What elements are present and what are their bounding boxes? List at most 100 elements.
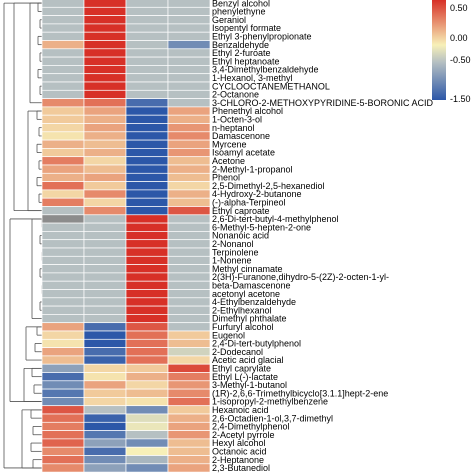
heatmap-cell — [167, 322, 211, 332]
heatmap-cell — [83, 189, 127, 199]
heatmap-cell — [167, 314, 211, 324]
heatmap-cell — [167, 56, 211, 66]
heatmap-cell — [125, 56, 169, 66]
heatmap-cell — [167, 222, 211, 232]
row-label: 1-Hexanol, 3-methyl — [212, 73, 293, 83]
row-label: Ethyl caproate — [212, 206, 270, 216]
heatmap-cell — [41, 81, 85, 91]
row-label: Hexyl alcohol — [212, 438, 266, 448]
row-label: 4-Hydroxy-2-butanone — [212, 189, 302, 199]
heatmap-cell — [83, 65, 127, 75]
heatmap-cell — [125, 23, 169, 33]
heatmap-cell — [41, 347, 85, 357]
heatmap-cell — [83, 272, 127, 282]
row-label: Acetic acid glacial — [212, 355, 284, 365]
heatmap-cell — [41, 430, 85, 440]
color-scale-ticks: 0.50 0.00 -0.50 -1.50 — [450, 3, 471, 104]
heatmap-cell — [41, 98, 85, 108]
row-label: (1R)-2,6,6-Trimethylbicyclo[3.1.1]hept-2… — [212, 388, 388, 398]
heatmap-cell — [167, 148, 211, 158]
row-label: acetonyl acetone — [212, 289, 280, 299]
heatmap-cell — [167, 405, 211, 415]
heatmap-cell — [167, 355, 211, 365]
heatmap-cell — [125, 106, 169, 116]
heatmap-cell — [41, 421, 85, 431]
heatmap-cell — [83, 297, 127, 307]
row-dendrogram — [3, 2, 43, 469]
row-label: 2(3H)-Furanone,dihydro-5-(2Z)-2-octen-1-… — [212, 272, 389, 282]
row-label: Damascenone — [212, 131, 270, 141]
heatmap-cell — [83, 98, 127, 108]
row-label: Eugenol — [212, 330, 245, 340]
heatmap-cell — [41, 73, 85, 83]
heatmap-cell — [125, 455, 169, 465]
heatmap-cell — [167, 23, 211, 33]
heatmap-cell — [167, 31, 211, 41]
heatmap-cell — [83, 231, 127, 241]
heatmap-cell — [83, 131, 127, 141]
heatmap-cell — [83, 73, 127, 83]
row-label: Terpinolene — [212, 247, 259, 257]
heatmap-cell — [41, 297, 85, 307]
heatmap-cell — [41, 23, 85, 33]
row-label: Benzyl alcohol — [212, 0, 270, 8]
row-label: 2-Octanone — [212, 90, 259, 100]
heatmap-cell — [41, 463, 85, 473]
heatmap-cell — [83, 347, 127, 357]
heatmap-cell — [167, 73, 211, 83]
heatmap-cell — [41, 189, 85, 199]
heatmap-cell — [41, 272, 85, 282]
heatmap-cell — [83, 355, 127, 365]
heatmap-cell — [125, 280, 169, 290]
heatmap-cell — [41, 31, 85, 41]
row-label: Dimethyl phthalate — [212, 314, 287, 324]
heatmap-cell — [41, 156, 85, 166]
heatmap-cell — [83, 197, 127, 207]
heatmap-cell — [41, 438, 85, 448]
heatmap-cell — [125, 214, 169, 224]
heatmap-cell — [125, 413, 169, 423]
heatmap-cell — [125, 264, 169, 274]
heatmap-cell — [41, 405, 85, 415]
row-label: phenylethyne — [212, 7, 266, 17]
row-label: 3-CHLORO-2-METHOXYPYRIDINE-5-BORONIC ACI… — [212, 98, 434, 108]
heatmap-cell — [167, 330, 211, 340]
heatmap-cell — [83, 56, 127, 66]
heatmap-cell — [167, 206, 211, 216]
color-scale-tick: 0.00 — [450, 33, 468, 43]
heatmap-cell — [167, 197, 211, 207]
row-label: 2-Dodecanol — [212, 347, 263, 357]
heatmap-cell — [167, 388, 211, 398]
row-label: 2,6-Octadien-1-ol,3,7-dimethyl — [212, 413, 333, 423]
heatmap-cell — [41, 139, 85, 149]
heatmap-cell — [167, 65, 211, 75]
color-scale-tick: 0.50 — [450, 3, 468, 13]
heatmap-cell — [167, 338, 211, 348]
heatmap-cell — [167, 106, 211, 116]
heatmap-cell — [41, 413, 85, 423]
heatmap-cell — [167, 6, 211, 16]
heatmap-cell — [125, 430, 169, 440]
heatmap-cell — [41, 0, 85, 8]
heatmap-cell — [41, 280, 85, 290]
heatmap-cell — [83, 23, 127, 33]
heatmap-cell — [83, 446, 127, 456]
heatmap-cell — [125, 255, 169, 265]
row-label: 4-Ethylbenzaldehyde — [212, 297, 296, 307]
heatmap-cell — [167, 455, 211, 465]
heatmap-cell — [125, 98, 169, 108]
heatmap-cell — [41, 338, 85, 348]
heatmap-cell — [83, 338, 127, 348]
heatmap-cell — [167, 114, 211, 124]
heatmap-cell — [41, 148, 85, 158]
heatmap-cell — [167, 247, 211, 257]
heatmap-cell — [167, 139, 211, 149]
heatmap-cell — [167, 89, 211, 99]
heatmap-cell — [125, 6, 169, 16]
heatmap-cell — [167, 347, 211, 357]
heatmap-cells — [41, 0, 211, 473]
heatmap-cell — [125, 0, 169, 8]
row-label: Ethyl 3-phenylpropionate — [212, 32, 312, 42]
heatmap-cell — [167, 264, 211, 274]
heatmap-cell — [41, 181, 85, 191]
